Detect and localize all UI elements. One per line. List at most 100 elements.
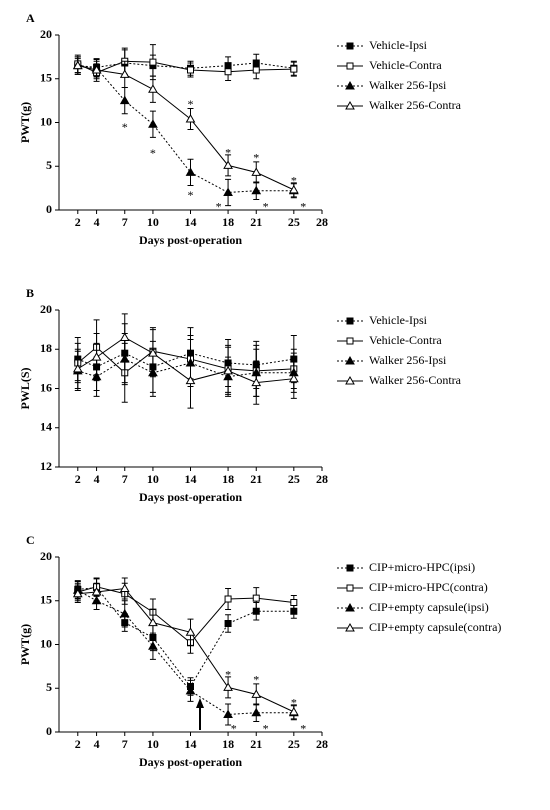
annotation: * — [150, 146, 156, 160]
series-line — [77, 346, 294, 374]
legend-symbol — [346, 564, 354, 572]
x-tick-label: 28 — [316, 737, 328, 751]
marker — [91, 586, 102, 596]
series-line — [77, 589, 294, 716]
marker — [224, 68, 232, 76]
x-tick-label: 4 — [94, 472, 100, 486]
x-tick-label: 2 — [75, 472, 81, 486]
legend-label: Walker 256-Ipsi — [369, 78, 447, 92]
legend-marker — [345, 602, 355, 612]
marker — [224, 620, 232, 627]
marker — [252, 66, 260, 74]
marker — [119, 69, 130, 78]
marker — [251, 707, 262, 717]
marker — [290, 599, 298, 606]
annotation: * — [291, 695, 297, 709]
marker — [119, 332, 130, 341]
y-tick-label: 5 — [46, 158, 52, 172]
marker — [148, 641, 158, 650]
annotation: * — [225, 667, 231, 681]
x-axis-label: Days post-operation — [139, 233, 242, 247]
annotation: * — [263, 200, 269, 214]
series-line — [77, 587, 294, 688]
legend-marker — [346, 62, 354, 70]
marker — [251, 689, 262, 698]
y-tick-label: 0 — [46, 202, 52, 216]
marker — [223, 187, 233, 196]
marker — [187, 66, 194, 74]
annotation: * — [122, 120, 128, 134]
y-tick-label: 20 — [40, 549, 52, 563]
marker — [251, 185, 262, 195]
y-tick-label: 12 — [40, 459, 52, 473]
legend-marker — [346, 564, 354, 572]
x-tick-label: 14 — [185, 737, 197, 751]
legend-label: Vehicle-Ipsi — [369, 38, 428, 52]
legend-symbol — [346, 42, 354, 50]
marker — [91, 352, 102, 361]
legend-symbol — [345, 622, 355, 632]
arrow — [196, 698, 204, 730]
annotation: * — [231, 722, 237, 736]
annotation: * — [253, 673, 259, 687]
x-tick-label: 2 — [75, 737, 81, 751]
x-tick-label: 14 — [185, 215, 197, 229]
x-tick-label: 4 — [94, 737, 100, 751]
x-tick-label: 21 — [250, 215, 262, 229]
x-tick-label: 10 — [147, 472, 159, 486]
marker — [72, 588, 83, 598]
x-tick-label: 25 — [288, 472, 300, 486]
marker — [223, 160, 233, 169]
marker — [148, 119, 158, 128]
x-tick-label: 21 — [250, 472, 262, 486]
y-tick-label: 5 — [46, 680, 52, 694]
x-tick-label: 18 — [222, 737, 234, 751]
legend-marker — [345, 100, 355, 110]
legend-symbol — [345, 355, 355, 365]
marker — [288, 184, 299, 194]
legend-symbol — [345, 375, 355, 385]
marker — [251, 377, 262, 387]
annotation: * — [253, 151, 259, 165]
x-tick-label: 10 — [147, 737, 159, 751]
panel-label: C — [26, 533, 35, 547]
marker — [185, 113, 196, 123]
marker — [72, 363, 83, 373]
annotation: * — [300, 200, 306, 214]
legend-marker — [346, 337, 354, 345]
marker — [224, 595, 232, 603]
legend-label: CIP+micro-HPC(ipsi) — [369, 560, 475, 574]
legend-marker — [346, 317, 354, 325]
legend-marker — [345, 355, 355, 365]
x-tick-label: 28 — [316, 472, 328, 486]
marker — [185, 685, 196, 695]
x-tick-label: 18 — [222, 472, 234, 486]
annotation: * — [225, 145, 231, 159]
legend-marker — [345, 80, 355, 90]
panel-label: A — [26, 11, 35, 25]
legend-label: Vehicle-Ipsi — [369, 313, 428, 327]
annotation: * — [216, 200, 222, 214]
y-tick-label: 20 — [40, 302, 52, 316]
y-tick-label: 14 — [40, 420, 52, 434]
y-axis-label: PWT(g) — [18, 102, 32, 143]
legend-symbol — [345, 100, 355, 110]
x-axis-label: Days post-operation — [139, 490, 242, 504]
marker — [148, 348, 158, 357]
legend-symbol — [346, 337, 354, 345]
legend-label: Vehicle-Contra — [369, 333, 442, 347]
series-line — [77, 358, 294, 378]
legend-symbol — [345, 602, 355, 612]
annotation: * — [188, 188, 194, 202]
x-tick-label: 7 — [122, 215, 128, 229]
marker — [288, 373, 299, 383]
marker — [119, 608, 130, 618]
series-line — [77, 586, 294, 644]
marker — [91, 64, 102, 74]
y-tick-label: 15 — [40, 593, 52, 607]
x-tick-label: 7 — [122, 472, 128, 486]
marker — [149, 58, 157, 66]
y-tick-label: 0 — [46, 724, 52, 738]
x-tick-label: 2 — [75, 215, 81, 229]
